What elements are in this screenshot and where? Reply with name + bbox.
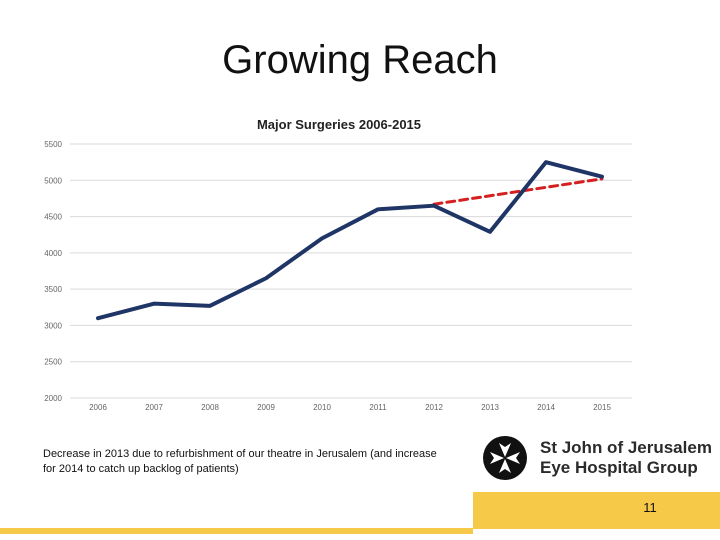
- footnote-text: Decrease in 2013 due to refurbishment of…: [43, 448, 437, 475]
- organization-logo: St John of Jerusalem Eye Hospital Group: [480, 432, 720, 487]
- y-axis-ticks: 2000 2500 3000 3500 4000 4500 5000 5500: [44, 140, 62, 403]
- x-tick-label: 2015: [593, 403, 611, 412]
- x-tick-label: 2007: [145, 403, 163, 412]
- maltese-cross-icon: [483, 436, 527, 480]
- gridlines: [70, 143, 632, 399]
- y-tick-label: 5000: [44, 176, 62, 185]
- logo-line-1: St John of Jerusalem: [540, 438, 712, 457]
- x-tick-label: 2011: [369, 403, 387, 412]
- x-tick-label: 2012: [425, 403, 443, 412]
- y-tick-label: 2500: [44, 358, 62, 367]
- y-tick-label: 3500: [44, 285, 62, 294]
- y-tick-label: 4000: [44, 249, 62, 258]
- line-chart: Major Surgeries 2006-2015 2000 2500 3000 35…: [44, 117, 632, 412]
- y-tick-label: 2000: [44, 394, 62, 403]
- x-tick-label: 2010: [313, 403, 331, 412]
- x-axis-ticks: 2006 2007 2008 2009 2010 2011 2012 2013 2014 2015: [89, 403, 611, 412]
- logo-line-2: Eye Hospital Group: [540, 458, 698, 477]
- trend-line-dashed: [432, 177, 604, 206]
- x-tick-label: 2008: [201, 403, 219, 412]
- x-tick-label: 2014: [537, 403, 555, 412]
- x-tick-label: 2009: [257, 403, 275, 412]
- y-tick-label: 4500: [44, 213, 62, 222]
- page-number: 11: [643, 500, 657, 515]
- x-tick-label: 2013: [481, 403, 499, 412]
- slide-title: Growing Reach: [222, 38, 498, 82]
- chart-title: Major Surgeries 2006-2015: [257, 117, 421, 132]
- y-tick-label: 5500: [44, 140, 62, 149]
- series-lines: [96, 160, 604, 321]
- major-surgeries-line: [96, 160, 604, 321]
- footer-accent-block: [473, 492, 720, 529]
- y-tick-label: 3000: [44, 321, 62, 330]
- logo-text: St John of Jerusalem Eye Hospital Group: [540, 438, 712, 478]
- x-tick-label: 2006: [89, 403, 107, 412]
- footer-accent-bar: [0, 528, 473, 534]
